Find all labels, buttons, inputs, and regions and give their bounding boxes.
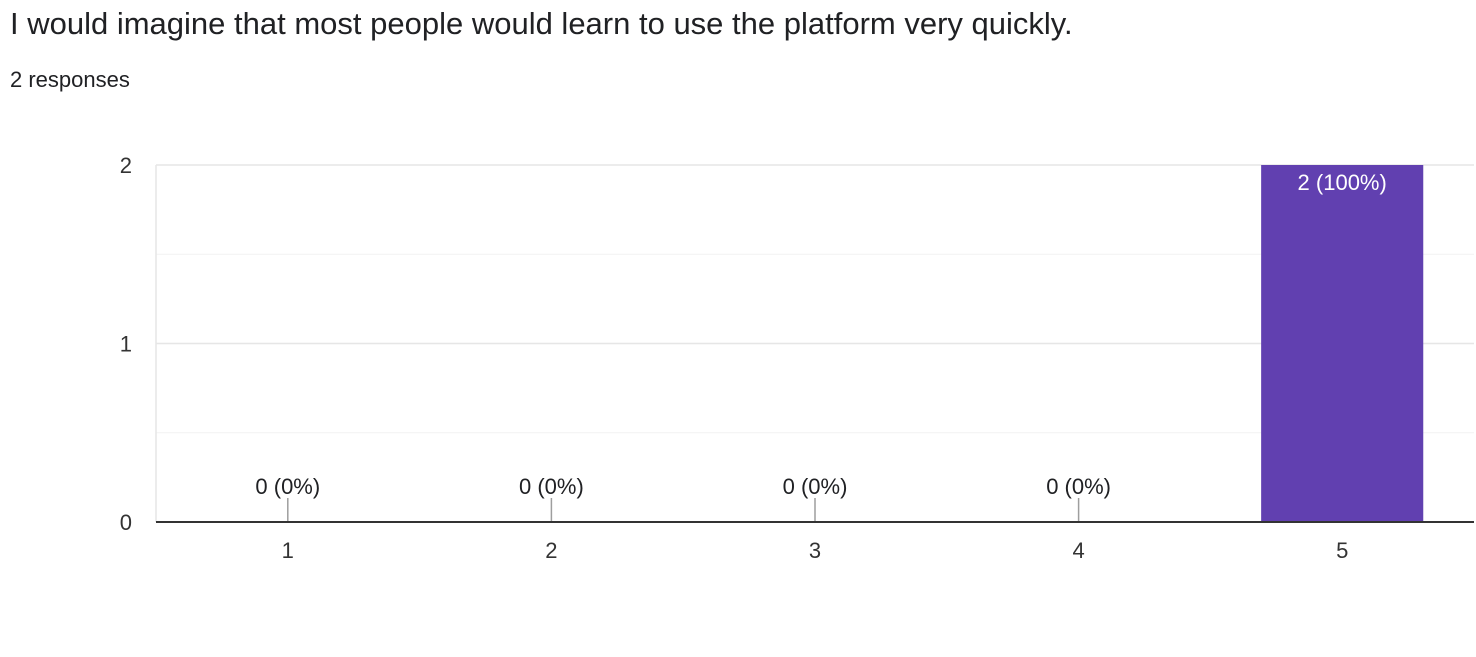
axes: 1 2 3 4 5 0 1 2 xyxy=(120,153,1474,563)
x-tick-label: 2 xyxy=(545,538,557,563)
bar-data-label: 0 (0%) xyxy=(1046,474,1111,499)
bar-5 xyxy=(1261,165,1424,522)
x-tick-label: 3 xyxy=(809,538,821,563)
data-labels: 0 (0%) 0 (0%) 0 (0%) 0 (0%) 2 (100%) xyxy=(255,170,1386,499)
bars xyxy=(287,165,1424,522)
bar-data-label: 0 (0%) xyxy=(783,474,848,499)
bar-data-label: 0 (0%) xyxy=(255,474,320,499)
y-tick-label: 0 xyxy=(120,510,132,535)
response-count: 2 responses xyxy=(10,67,130,92)
bar-data-label: 2 (100%) xyxy=(1298,170,1387,195)
y-tick-label: 1 xyxy=(120,332,132,357)
y-tick-label: 2 xyxy=(120,153,132,178)
x-tick-label: 5 xyxy=(1336,538,1348,563)
gridlines xyxy=(155,164,1474,522)
x-tick-label: 1 xyxy=(282,538,294,563)
question-title: I would imagine that most people would l… xyxy=(10,6,1073,41)
x-tick-label: 4 xyxy=(1072,538,1084,563)
bar-data-label: 0 (0%) xyxy=(519,474,584,499)
